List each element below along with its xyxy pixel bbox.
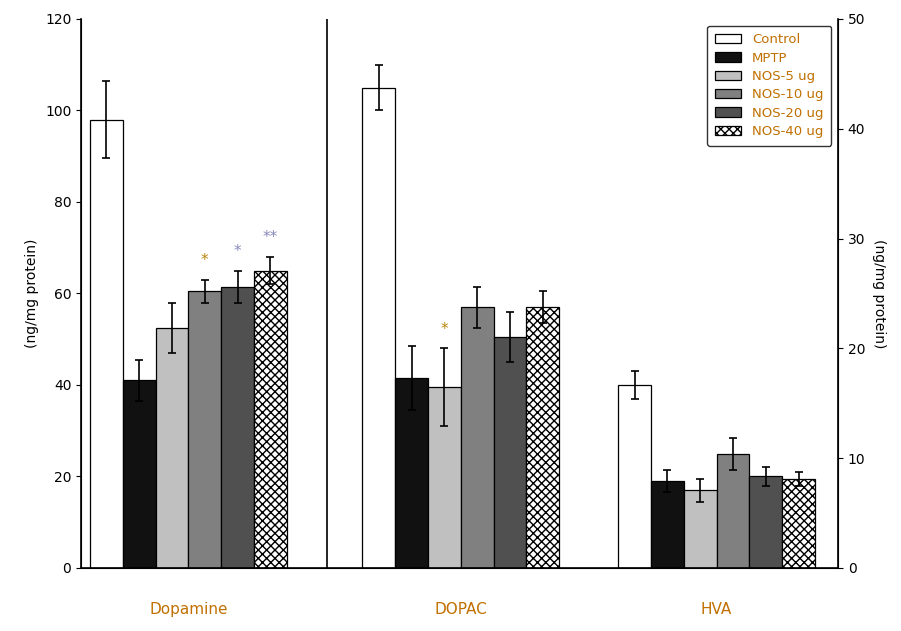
Bar bbox=[526, 307, 560, 568]
Bar bbox=[221, 286, 254, 568]
Text: DOPAC: DOPAC bbox=[434, 602, 487, 617]
Bar bbox=[428, 387, 460, 568]
Bar bbox=[651, 481, 684, 568]
Text: HVA: HVA bbox=[701, 602, 733, 617]
Bar bbox=[782, 479, 815, 568]
Bar bbox=[156, 327, 188, 568]
Bar bbox=[716, 454, 750, 568]
Bar bbox=[254, 271, 287, 568]
Bar bbox=[188, 291, 221, 568]
Y-axis label: (ng/mg protein): (ng/mg protein) bbox=[872, 239, 886, 348]
Y-axis label: (ng/mg protein): (ng/mg protein) bbox=[25, 239, 40, 348]
Text: *: * bbox=[233, 244, 241, 259]
Bar bbox=[396, 378, 428, 568]
Legend: Control, MPTP, NOS-5 ug, NOS-10 ug, NOS-20 ug, NOS-40 ug: Control, MPTP, NOS-5 ug, NOS-10 ug, NOS-… bbox=[707, 25, 832, 146]
Text: *: * bbox=[201, 253, 208, 268]
Bar bbox=[90, 120, 123, 568]
Bar bbox=[494, 337, 526, 568]
Bar bbox=[362, 88, 396, 568]
Text: Dopamine: Dopamine bbox=[149, 602, 228, 617]
Bar bbox=[123, 380, 156, 568]
Bar bbox=[684, 490, 716, 568]
Bar bbox=[750, 476, 782, 568]
Bar bbox=[618, 385, 651, 568]
Text: **: ** bbox=[263, 230, 278, 245]
Bar bbox=[460, 307, 494, 568]
Text: *: * bbox=[441, 322, 449, 337]
